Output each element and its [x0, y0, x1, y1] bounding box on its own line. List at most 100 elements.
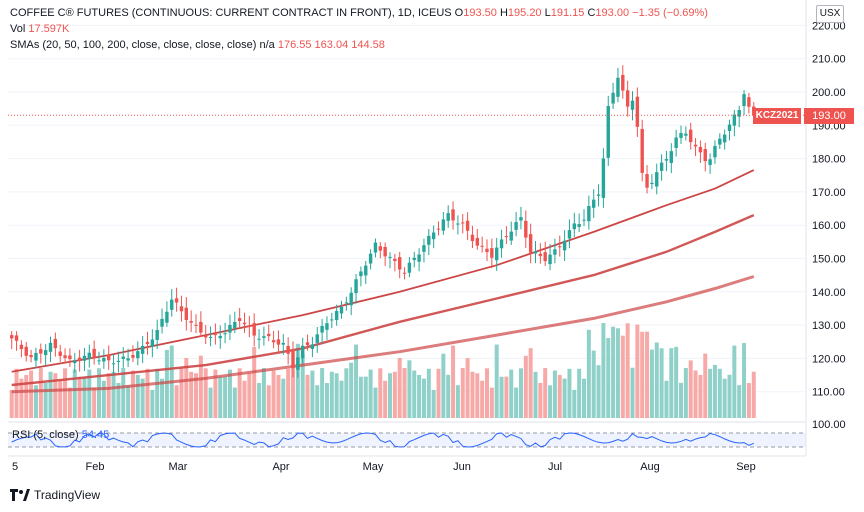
candle-body — [378, 246, 382, 251]
volume-bar — [499, 376, 504, 418]
candle-body — [136, 351, 140, 359]
candle-body — [339, 306, 344, 314]
volume-bar — [446, 374, 451, 418]
volume-bar — [465, 358, 470, 418]
candle-body — [655, 172, 659, 187]
volume-bar — [9, 390, 14, 418]
currency-button[interactable]: USX — [816, 5, 844, 23]
volume-bar — [455, 385, 460, 418]
volume-bar — [392, 371, 397, 418]
volume-bar — [203, 368, 208, 418]
candle-body — [664, 159, 669, 161]
price-tick-label: 170.00 — [812, 187, 846, 199]
volume-bar — [659, 348, 664, 418]
volume-bar — [601, 323, 606, 418]
price-tick-label: 180.00 — [812, 154, 846, 166]
volume-bar — [635, 324, 640, 418]
volume-bar — [703, 353, 708, 418]
volume-bar — [329, 371, 334, 418]
candle-body — [82, 355, 87, 361]
candle-body — [592, 199, 596, 208]
candle-body — [184, 307, 188, 320]
volume-bar — [649, 349, 654, 418]
low-value: 191.15 — [550, 7, 585, 19]
price-tick-label: 130.00 — [812, 320, 846, 332]
volume-bar — [111, 371, 116, 418]
price-tick-label: 200.00 — [812, 87, 846, 99]
tradingview-logo[interactable]: TradingView — [10, 488, 100, 502]
volume-bar — [266, 385, 271, 418]
volume-bar — [213, 369, 218, 418]
volume-bar — [29, 370, 34, 418]
time-tick-label: Apr — [272, 461, 289, 473]
time-tick-label: Mar — [169, 461, 188, 473]
candle-body — [582, 219, 586, 221]
candle-body — [43, 350, 48, 356]
volume-bar — [116, 382, 121, 418]
volume-bar — [611, 326, 616, 418]
volume-bar — [48, 371, 53, 418]
candle-body — [679, 133, 683, 138]
volume-label: Vol — [10, 23, 26, 35]
candle-body — [689, 129, 693, 143]
candle-body — [509, 231, 513, 241]
high-label: H — [499, 7, 508, 19]
volume-bar — [518, 368, 523, 418]
volume-bar — [339, 380, 344, 418]
volume-bar — [354, 344, 359, 418]
candle-body — [640, 128, 644, 173]
volume-bar — [320, 368, 325, 418]
volume-bars — [9, 323, 756, 418]
candle-body — [325, 323, 329, 330]
candle-body — [490, 248, 494, 258]
last-price-tag: 193.00 — [804, 108, 854, 124]
volume-bar — [630, 367, 635, 418]
candle-body — [179, 306, 184, 312]
volume-bar — [33, 385, 38, 418]
volume-bar — [334, 373, 339, 418]
volume-bar — [664, 380, 669, 418]
candle-body — [87, 352, 91, 359]
volume-bar — [436, 368, 441, 418]
volume-bar — [189, 371, 194, 418]
volume-bar — [421, 378, 426, 418]
volume-bar — [232, 387, 237, 418]
volume-bar — [315, 385, 320, 418]
candle-body — [213, 334, 218, 336]
time-tick-label: Sep — [736, 461, 756, 473]
volume-bar — [591, 350, 596, 418]
volume-bar — [402, 368, 407, 418]
candle-body — [674, 137, 678, 148]
candle-body — [267, 333, 271, 337]
candle-body — [621, 74, 625, 91]
volume-legend: Vol 17.597K — [10, 22, 69, 36]
price-tick-label: 150.00 — [812, 254, 846, 266]
volume-bar — [528, 348, 533, 418]
volume-bar — [582, 378, 586, 418]
volume-bar — [72, 369, 77, 418]
volume-bar — [223, 376, 228, 418]
candle-body — [616, 77, 620, 97]
candle-body — [528, 234, 533, 253]
candle-body — [441, 219, 446, 231]
candle-body — [233, 321, 237, 329]
candle-body — [14, 335, 19, 341]
volume-bar — [38, 368, 43, 418]
volume-bar — [683, 368, 688, 418]
candle-body — [465, 220, 470, 231]
candle-body — [92, 348, 96, 359]
candle-body — [485, 248, 489, 253]
candle-body — [208, 336, 213, 338]
candle-body — [475, 237, 479, 246]
volume-bar — [63, 368, 68, 418]
volume-bar — [135, 374, 140, 418]
volume-bar — [426, 368, 431, 418]
volume-bar — [286, 368, 291, 418]
candle-body — [170, 299, 174, 310]
candle-body — [572, 223, 576, 230]
candle-body — [116, 360, 121, 363]
time-tick-label: May — [363, 461, 384, 473]
candle-body — [107, 354, 111, 361]
volume-bar — [383, 380, 388, 418]
